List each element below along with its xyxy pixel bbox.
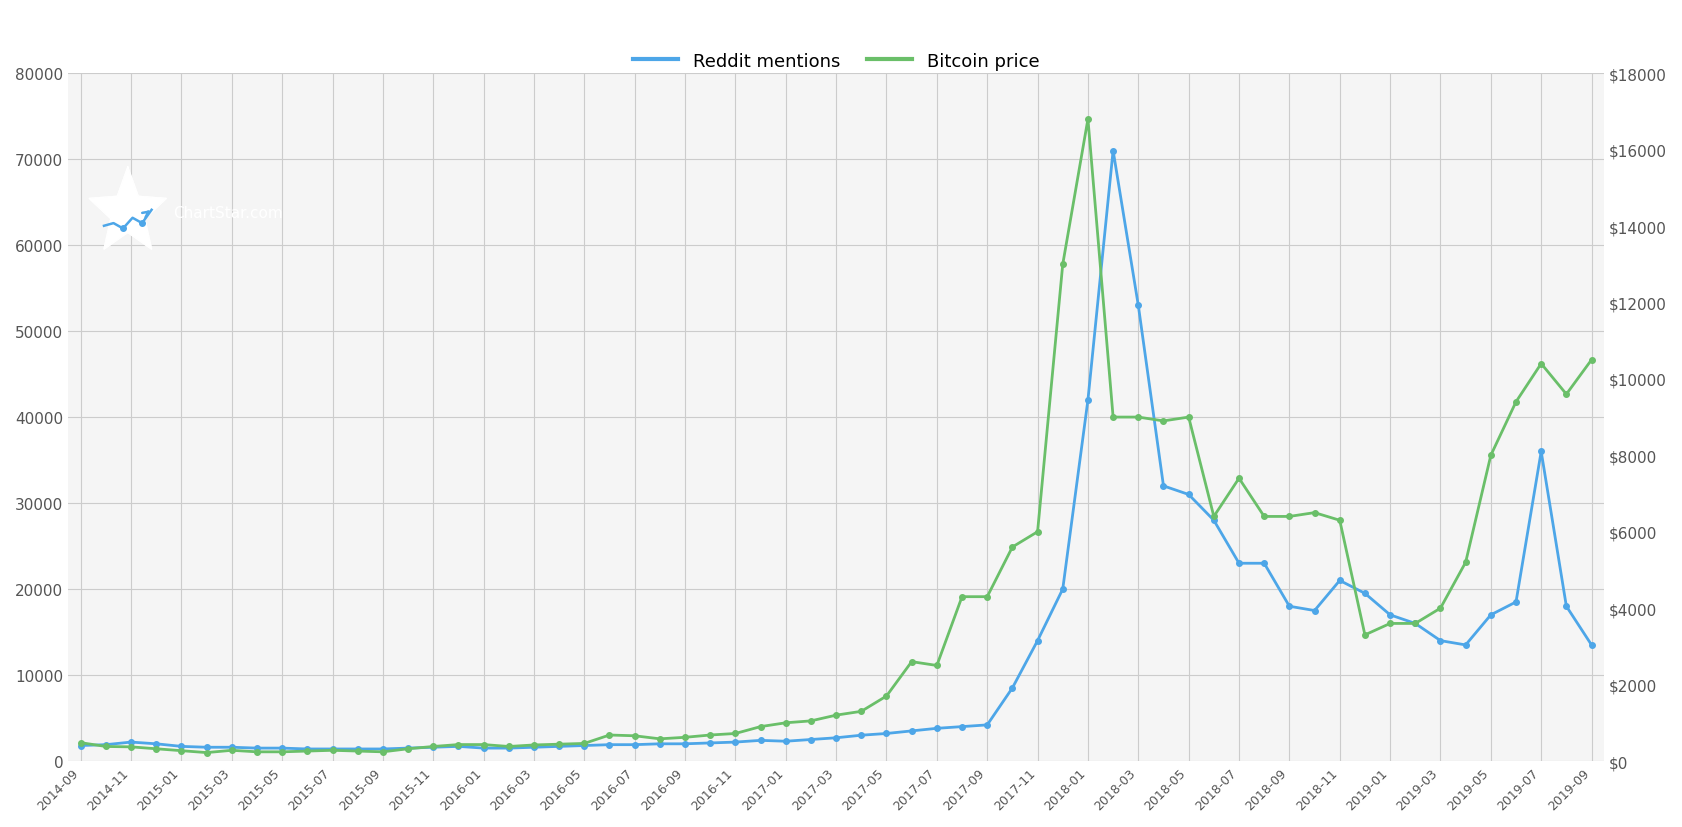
Legend: Reddit mentions, Bitcoin price: Reddit mentions, Bitcoin price: [626, 45, 1046, 78]
Text: ChartStar.com: ChartStar.com: [173, 206, 283, 221]
Polygon shape: [89, 168, 167, 250]
